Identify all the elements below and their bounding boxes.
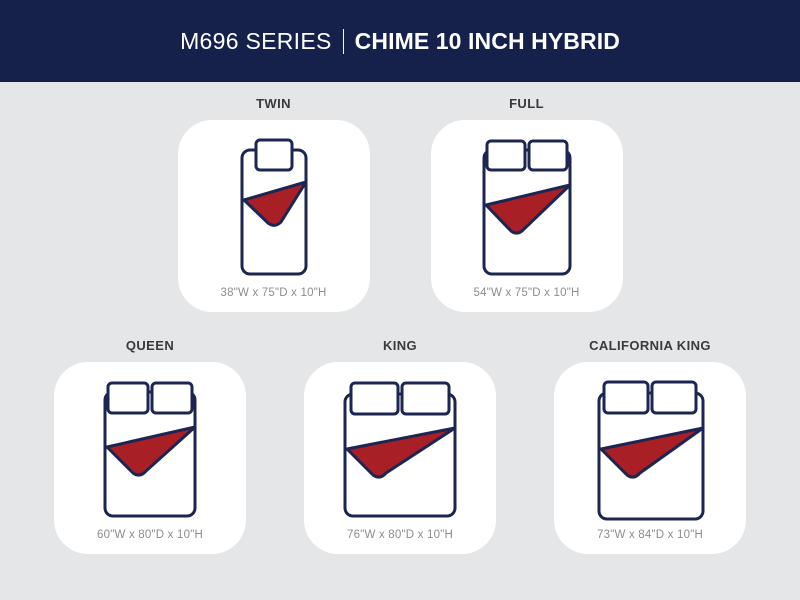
size-card-king[interactable]: 76"W x 80"D x 10"H [304,362,496,554]
bed-illustration-wrap [304,370,496,529]
size-dimensions-king: 76"W x 80"D x 10"H [347,529,453,541]
size-dimensions-queen: 60"W x 80"D x 10"H [97,529,203,541]
size-dimensions-full: 54"W x 75"D x 10"H [473,287,580,299]
size-row-bottom: QUEEN 60"W x 80"D x 10"H KING [0,338,800,554]
size-cell-california-king[interactable]: CALIFORNIA KING 73"W x 84"D x 10"H [553,338,748,554]
size-title-full: FULL [509,96,544,111]
bed-king-icon [343,381,457,517]
size-cell-queen[interactable]: QUEEN 60"W x 80"D x 10"H [53,338,248,554]
bed-illustration-wrap [431,128,623,287]
header-series-label: M696 SERIES [180,27,332,54]
bed-california-king-icon [597,380,705,520]
size-card-california-king[interactable]: 73"W x 84"D x 10"H [554,362,746,554]
size-card-full[interactable]: 54"W x 75"D x 10"H [430,120,623,312]
header-title: M696 SERIES CHIME 10 INCH HYBRID [180,28,620,55]
size-cell-king[interactable]: KING 76"W x 80"D x 10"H [303,338,498,554]
size-row-top: TWIN 38"W x 75"D x 10"H [0,96,800,312]
bed-twin-icon [240,138,307,275]
size-chart-content: TWIN 38"W x 75"D x 10"H [0,82,800,600]
page-header: M696 SERIES CHIME 10 INCH HYBRID [0,0,800,82]
size-cell-full[interactable]: FULL 54"W x 75"D x 10"H [429,96,624,312]
bed-full-icon [482,139,571,275]
header-model-label: CHIME 10 INCH HYBRID [354,27,620,54]
size-title-queen: QUEEN [125,338,175,353]
size-title-king: KING [382,338,418,353]
size-cell-twin[interactable]: TWIN 38"W x 75"D x 10"H [176,96,371,312]
bed-illustration-wrap [54,370,246,529]
size-dimensions-california-king: 73"W x 84"D x 10"H [597,529,703,541]
size-card-queen[interactable]: 60"W x 80"D x 10"H [54,362,246,554]
size-title-twin: TWIN [256,96,291,111]
bed-illustration-wrap [554,370,746,529]
header-divider [342,28,344,54]
bed-queen-icon [103,381,197,517]
size-dimensions-twin: 38"W x 75"D x 10"H [220,287,327,299]
bed-illustration-wrap [178,128,370,287]
size-title-california-king: CALIFORNIA KING [589,338,711,353]
size-card-twin[interactable]: 38"W x 75"D x 10"H [177,120,370,312]
